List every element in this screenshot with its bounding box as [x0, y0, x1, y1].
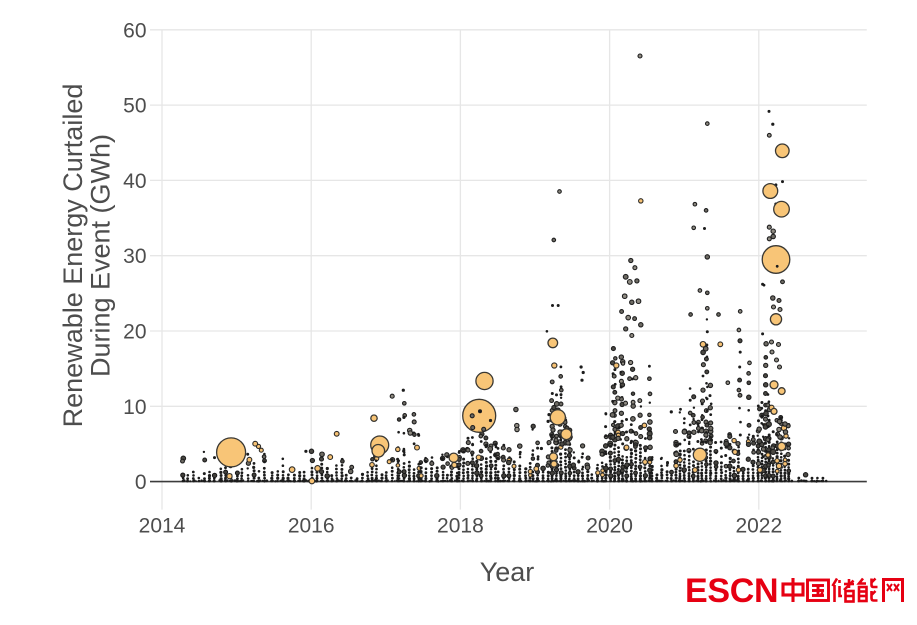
svg-text:ESCN: ESCN: [685, 572, 778, 610]
svg-text:2022: 2022: [735, 515, 782, 538]
svg-text:0: 0: [135, 471, 147, 494]
svg-text:Year: Year: [480, 557, 535, 587]
svg-text:2014: 2014: [139, 515, 186, 538]
svg-text:40: 40: [123, 170, 146, 193]
svg-text:2016: 2016: [288, 515, 335, 538]
svg-text:60: 60: [123, 19, 146, 42]
svg-text:2020: 2020: [586, 515, 633, 538]
svg-text:Renewable Energy CurtailedDuri: Renewable Energy CurtailedDuring Event (…: [58, 84, 116, 428]
svg-text:10: 10: [123, 396, 146, 419]
svg-text:20: 20: [123, 321, 146, 344]
svg-text:2018: 2018: [437, 515, 484, 538]
svg-text:30: 30: [123, 245, 146, 268]
svg-text:50: 50: [123, 95, 146, 118]
